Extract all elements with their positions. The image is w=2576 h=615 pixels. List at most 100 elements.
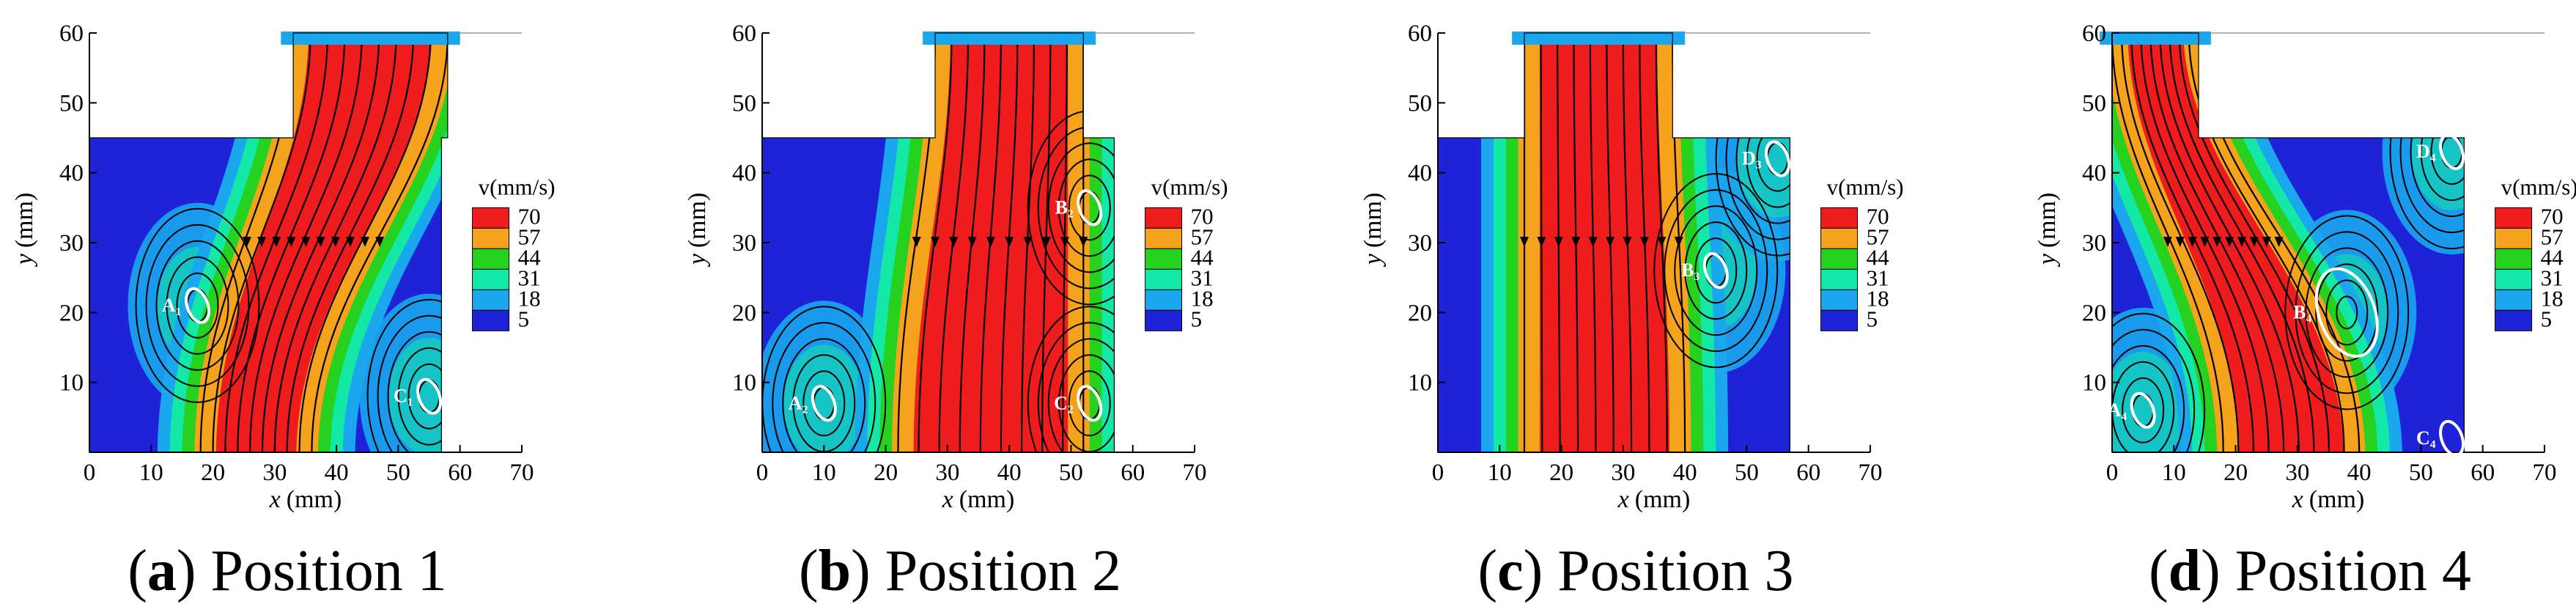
x-tick-label: 30 bbox=[262, 460, 287, 486]
vortex-streamline bbox=[176, 272, 219, 339]
x-axis-label: x bbox=[269, 486, 281, 513]
vortex-streamline bbox=[155, 240, 240, 371]
streamline-arrow bbox=[1554, 237, 1563, 247]
streamline bbox=[1556, 33, 1561, 452]
colorbar-label: 18 bbox=[518, 285, 541, 311]
streamline-arrow bbox=[1537, 237, 1546, 247]
y-axis-unit: (mm) bbox=[684, 193, 711, 248]
colorbar-label: 57 bbox=[2541, 224, 2564, 249]
point-marker bbox=[2314, 267, 2379, 358]
x-tick-label: 70 bbox=[1859, 460, 1883, 486]
streamline bbox=[2159, 33, 2300, 452]
y-tick-label: 10 bbox=[59, 370, 84, 397]
y-tick-label: 60 bbox=[2082, 21, 2106, 47]
y-axis-unit: (mm) bbox=[1359, 193, 1387, 248]
y-tick-label: 20 bbox=[732, 300, 756, 326]
point-marker bbox=[2439, 419, 2465, 457]
vortex-streamline bbox=[135, 207, 260, 403]
streamline-arrow bbox=[1588, 237, 1598, 247]
y-tick-label: 60 bbox=[1408, 21, 1432, 47]
x-axis-unit: (mm) bbox=[287, 486, 342, 513]
jet-band-4 bbox=[1540, 33, 1670, 452]
colorbar-label: 57 bbox=[1867, 224, 1889, 249]
streamline bbox=[1606, 33, 1614, 452]
vortex-streamline bbox=[2315, 263, 2379, 362]
streamline bbox=[1041, 33, 1052, 452]
point-label: A₁ bbox=[162, 295, 182, 316]
vortex-streamline bbox=[166, 256, 229, 355]
x-tick-label: 10 bbox=[812, 460, 836, 486]
streamline-arrow bbox=[375, 237, 385, 247]
colorbar-label: 70 bbox=[2541, 203, 2564, 229]
streamline-arrow bbox=[2274, 237, 2284, 247]
streamline-arrow bbox=[2249, 237, 2259, 247]
streamline bbox=[2188, 33, 2345, 452]
colorbar-label: 5 bbox=[2541, 306, 2553, 331]
x-axis-title: x (mm) bbox=[942, 486, 1015, 513]
colorbar-swatch bbox=[1820, 309, 1859, 331]
streamline bbox=[1573, 33, 1579, 452]
vortex-streamline bbox=[366, 298, 448, 452]
recirculation-core bbox=[2112, 351, 2184, 452]
y-tick-label: 60 bbox=[732, 21, 756, 47]
streamline bbox=[2140, 33, 2270, 452]
colorbar-swatch bbox=[2495, 289, 2533, 311]
colorbar-swatch bbox=[1145, 207, 1183, 229]
y-axis-title: y (mm) bbox=[11, 193, 38, 268]
streamline bbox=[261, 33, 380, 452]
streamline-arrow bbox=[361, 237, 370, 247]
x-axis-title: x (mm) bbox=[2292, 486, 2365, 513]
vortex-streamline bbox=[782, 338, 866, 452]
colorbar-swatch bbox=[2495, 207, 2533, 229]
streamline bbox=[959, 33, 986, 452]
x-tick-label: 0 bbox=[2106, 460, 2119, 486]
colorbar-title: v(mm/s) bbox=[1151, 174, 1228, 199]
caption-text: Position 3 bbox=[1557, 539, 1793, 603]
streamline-arrow bbox=[1623, 237, 1632, 247]
colorbar-swatch bbox=[1145, 268, 1183, 290]
streamline-arrow bbox=[1571, 237, 1581, 247]
streamline-arrow bbox=[242, 237, 251, 247]
streamline-arrow bbox=[2200, 237, 2210, 247]
x-axis-label: x bbox=[1617, 486, 1629, 513]
x-tick-label: 0 bbox=[756, 460, 769, 486]
x-axis-unit: (mm) bbox=[959, 486, 1015, 513]
vortex-streamline bbox=[1684, 221, 1748, 320]
y-tick-label: 30 bbox=[2082, 230, 2106, 257]
vortex-streamline bbox=[377, 314, 448, 452]
point-marker bbox=[1765, 140, 1791, 177]
velocity-field bbox=[89, 33, 448, 452]
streamline-arrow bbox=[949, 237, 959, 247]
x-tick-label: 10 bbox=[139, 460, 163, 486]
colorbar-label: 44 bbox=[518, 244, 542, 270]
point-label: C₂ bbox=[1054, 392, 1074, 413]
y-axis-title: y (mm) bbox=[684, 193, 711, 268]
streamline bbox=[2130, 33, 2255, 452]
velocity-field bbox=[762, 33, 1115, 452]
colorbar-swatch bbox=[2495, 227, 2533, 249]
x-tick-label: 20 bbox=[201, 460, 225, 486]
x-axis-title: x (mm) bbox=[269, 486, 342, 513]
point-marker bbox=[2439, 133, 2465, 171]
y-tick-label: 50 bbox=[2082, 90, 2106, 117]
colorbar-swatch bbox=[1820, 248, 1859, 270]
recirculation-core bbox=[388, 337, 448, 452]
y-tick-label: 20 bbox=[59, 300, 84, 326]
y-tick-label: 20 bbox=[1408, 300, 1432, 326]
vortex-streamline bbox=[1037, 322, 1115, 452]
point-label: A₂ bbox=[789, 392, 808, 413]
streamline-arrow bbox=[912, 237, 921, 247]
vortex-streamline bbox=[772, 322, 876, 452]
caption-close-paren: ) bbox=[851, 539, 885, 603]
x-tick-label: 70 bbox=[1183, 460, 1207, 486]
x-tick-label: 0 bbox=[84, 460, 96, 486]
streamline-arrow bbox=[2225, 237, 2234, 247]
streamline bbox=[1639, 33, 1650, 452]
streamline-arrow bbox=[1005, 237, 1014, 247]
y-tick-label: 50 bbox=[1408, 90, 1432, 117]
streamline bbox=[1000, 33, 1019, 452]
y-tick-label: 40 bbox=[732, 161, 756, 187]
